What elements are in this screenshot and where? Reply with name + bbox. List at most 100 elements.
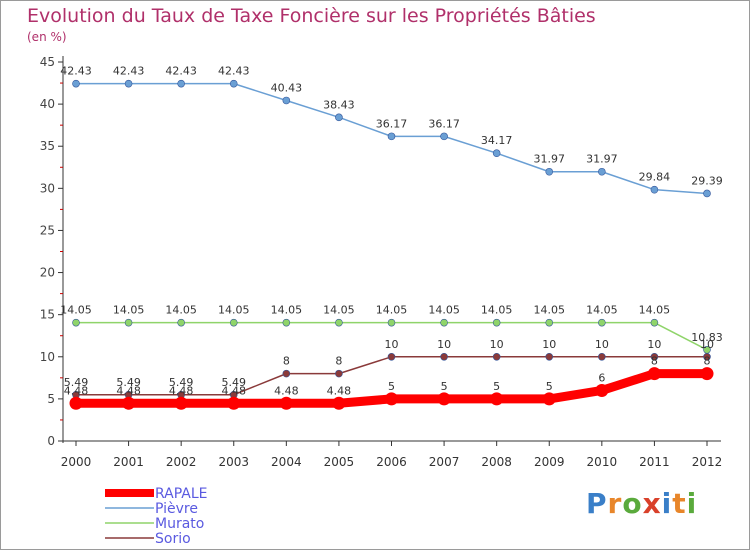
data-label-rapale: 4.48 xyxy=(169,384,194,397)
data-point-murato xyxy=(177,318,185,327)
data-label-pi-vre: 34.17 xyxy=(481,134,513,147)
y-tick-label: 25 xyxy=(40,223,55,237)
y-tick-label: 45 xyxy=(40,55,55,69)
x-tick-label: 2002 xyxy=(166,455,197,469)
data-label-murato: 14.05 xyxy=(218,304,250,317)
data-point-rapale xyxy=(542,392,556,406)
data-label-murato: 14.05 xyxy=(113,304,145,317)
data-label-rapale: 4.48 xyxy=(222,384,247,397)
data-point-pi-vre xyxy=(177,79,185,88)
data-label-rapale: 4.48 xyxy=(274,384,299,397)
data-point-murato xyxy=(282,318,291,327)
data-label-sorio: 8 xyxy=(335,355,342,368)
legend-label-rapale: RAPALE xyxy=(155,486,208,502)
data-label-pi-vre: 42.43 xyxy=(113,65,145,78)
legend-label-sorio: Sorio xyxy=(155,531,191,547)
data-label-rapale: 5 xyxy=(441,380,448,393)
x-tick-label: 2006 xyxy=(376,455,407,469)
y-tick-label: 0 xyxy=(47,434,55,448)
chart-unit-label: (en %) xyxy=(27,30,67,44)
x-tick-label: 2001 xyxy=(113,455,144,469)
data-point-pi-vre xyxy=(545,167,554,176)
data-label-sorio: 5.49 xyxy=(222,376,247,389)
data-point-pi-vre xyxy=(124,79,133,88)
data-point-rapale xyxy=(647,367,661,381)
x-tick-label: 2004 xyxy=(271,455,302,469)
data-point-sorio xyxy=(545,352,554,361)
data-point-rapale xyxy=(437,392,451,406)
data-label-pi-vre: 42.43 xyxy=(218,65,250,78)
data-label-murato: 14.05 xyxy=(271,304,303,317)
legend-label-murato: Murato xyxy=(155,516,204,532)
y-tick-label: 5 xyxy=(47,392,55,406)
data-label-pi-vre: 36.17 xyxy=(428,117,460,130)
data-label-sorio: 10 xyxy=(437,338,451,351)
data-label-sorio: 10 xyxy=(647,338,661,351)
data-label-sorio: 5.49 xyxy=(116,376,141,389)
data-point-rapale xyxy=(227,396,241,410)
data-label-pi-vre: 31.97 xyxy=(534,153,566,166)
data-point-pi-vre xyxy=(72,79,80,88)
x-tick-label: 2008 xyxy=(481,455,512,469)
data-point-sorio xyxy=(282,369,291,378)
data-label-pi-vre: 42.43 xyxy=(165,65,197,78)
y-tick-label: 40 xyxy=(40,97,55,111)
data-label-murato: 14.05 xyxy=(323,304,355,317)
data-label-murato: 14.05 xyxy=(481,304,513,317)
data-label-murato: 14.05 xyxy=(639,304,671,317)
data-point-sorio xyxy=(387,352,396,361)
data-label-sorio: 10 xyxy=(490,338,504,351)
data-point-pi-vre xyxy=(703,189,711,198)
x-tick-label: 2012 xyxy=(692,455,723,469)
data-label-pi-vre: 36.17 xyxy=(376,117,408,130)
data-label-sorio: 10 xyxy=(595,338,609,351)
x-tick-label: 2011 xyxy=(639,455,670,469)
data-point-murato xyxy=(598,318,606,327)
data-label-pi-vre: 29.84 xyxy=(639,171,671,184)
x-tick-label: 2000 xyxy=(61,455,92,469)
data-label-murato: 14.05 xyxy=(376,304,408,317)
data-point-pi-vre xyxy=(335,113,343,122)
data-point-rapale xyxy=(490,392,504,406)
data-label-pi-vre: 38.43 xyxy=(323,98,355,111)
data-label-rapale: 4.48 xyxy=(64,384,89,397)
data-point-murato xyxy=(72,318,80,327)
data-point-pi-vre xyxy=(387,132,396,141)
data-point-murato xyxy=(440,318,448,327)
data-point-sorio xyxy=(650,352,659,361)
data-point-pi-vre xyxy=(229,79,238,88)
x-tick-label: 2009 xyxy=(534,455,565,469)
data-point-rapale xyxy=(595,383,609,397)
data-point-murato xyxy=(492,318,501,327)
data-label-sorio: 8 xyxy=(283,355,290,368)
data-point-sorio xyxy=(598,352,606,361)
data-point-pi-vre xyxy=(440,132,448,141)
data-point-murato xyxy=(335,318,343,327)
data-point-sorio xyxy=(440,352,448,361)
data-point-pi-vre xyxy=(598,167,606,176)
data-label-murato: 14.05 xyxy=(165,304,197,317)
y-tick-label: 30 xyxy=(40,181,55,195)
data-label-sorio: 5.49 xyxy=(64,376,89,389)
data-label-pi-vre: 42.43 xyxy=(60,65,92,78)
chart-title: Evolution du Taux de Taxe Foncière sur l… xyxy=(27,5,596,27)
data-point-murato xyxy=(229,318,238,327)
x-tick-label: 2003 xyxy=(218,455,249,469)
data-point-pi-vre xyxy=(650,185,659,194)
data-label-pi-vre: 40.43 xyxy=(271,81,303,94)
data-point-murato xyxy=(124,318,133,327)
data-point-rapale xyxy=(69,396,83,410)
data-point-rapale xyxy=(122,396,136,410)
data-label-rapale: 8 xyxy=(704,355,711,368)
data-label-murato: 14.05 xyxy=(428,304,460,317)
x-tick-label: 2005 xyxy=(324,455,355,469)
data-label-rapale: 8 xyxy=(651,355,658,368)
data-label-rapale: 5 xyxy=(493,380,500,393)
legend-label-pi-vre: Pièvre xyxy=(155,501,198,517)
data-label-sorio: 10 xyxy=(385,338,399,351)
data-point-murato xyxy=(545,318,554,327)
y-tick-label: 20 xyxy=(40,266,55,280)
data-point-rapale xyxy=(332,396,346,410)
